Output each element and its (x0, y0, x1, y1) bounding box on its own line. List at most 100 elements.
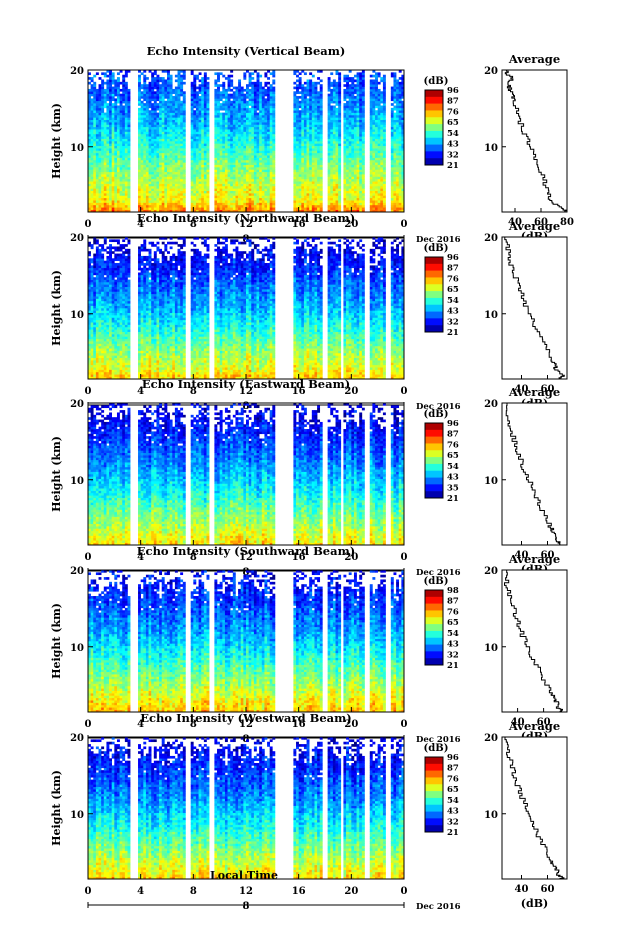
heatmap-cell (146, 207, 149, 210)
heatmap-cell (149, 115, 152, 118)
heatmap-cell (120, 101, 123, 104)
heatmap-cell (112, 115, 115, 118)
heatmap-cell (138, 186, 141, 189)
heatmap-cell (120, 143, 123, 146)
heatmap-cell (106, 205, 109, 208)
heatmap-cell (104, 143, 107, 146)
heatmap-cell (101, 84, 104, 87)
heatmap-cell (125, 75, 128, 78)
heatmap-cell (170, 148, 173, 151)
heatmap-cell (175, 195, 178, 198)
heatmap-cell (143, 134, 146, 137)
heatmap-cell (154, 188, 157, 191)
heatmap-cell (128, 91, 131, 94)
heatmap-cell (120, 174, 123, 177)
heatmap-cell (122, 162, 125, 165)
heatmap-cell (154, 177, 157, 180)
heatmap-cell (149, 188, 152, 191)
heatmap-cell (96, 184, 99, 187)
heatmap-cell (143, 150, 146, 153)
heatmap-cell (159, 110, 162, 113)
heatmap-cell (117, 108, 120, 111)
heatmap-cell (112, 113, 115, 116)
heatmap-cell (143, 113, 146, 116)
heatmap-cell (178, 162, 181, 165)
heatmap-cell (125, 181, 128, 184)
heatmap-cell (120, 110, 123, 113)
heatmap-cell (109, 198, 112, 201)
heatmap-cell (138, 158, 141, 161)
heatmap-cell (93, 160, 96, 163)
heatmap-cell (101, 134, 104, 137)
heatmap-cell (164, 115, 167, 118)
heatmap-cell (156, 188, 159, 191)
heatmap-cell (117, 200, 120, 203)
heatmap-cell (138, 139, 141, 142)
heatmap-cell (96, 167, 99, 170)
heatmap-cell (146, 188, 149, 191)
heatmap-cell (167, 136, 170, 139)
heatmap-cell (125, 205, 128, 208)
heatmap-cell (159, 136, 162, 139)
heatmap-cell (167, 79, 170, 82)
heatmap-cell (138, 77, 141, 80)
heatmap-cell (114, 115, 117, 118)
heatmap-cell (178, 172, 181, 175)
heatmap-cell (93, 132, 96, 135)
heatmap-cell (104, 203, 107, 206)
heatmap-cell (114, 174, 117, 177)
heatmap-cell (164, 150, 167, 153)
heatmap-cell (128, 101, 131, 104)
heatmap-cell (112, 110, 115, 113)
heatmap-cell (120, 150, 123, 153)
heatmap-cell (159, 91, 162, 94)
heatmap-cell (112, 91, 115, 94)
heatmap-cell (170, 75, 173, 78)
heatmap-cell (125, 177, 128, 180)
heatmap-cell (151, 117, 154, 120)
heatmap-cell (141, 158, 144, 161)
heatmap-cell (151, 94, 154, 97)
heatmap-cell (91, 150, 94, 153)
heatmap-cell (96, 132, 99, 135)
heatmap-cell (125, 103, 128, 106)
heatmap-cell (172, 129, 175, 132)
heatmap-cell (96, 94, 99, 97)
heatmap-cell (109, 82, 112, 85)
heatmap-cell (96, 72, 99, 75)
heatmap-cell (91, 91, 94, 94)
heatmap-cell (120, 129, 123, 132)
heatmap-cell (99, 146, 102, 149)
heatmap-cell (128, 106, 131, 109)
heatmap-cell (149, 174, 152, 177)
heatmap-cell (91, 205, 94, 208)
heatmap-cell (172, 153, 175, 156)
heatmap-cell (96, 134, 99, 137)
heatmap-cell (154, 160, 157, 163)
heatmap-cell (106, 103, 109, 106)
heatmap-cell (101, 169, 104, 172)
heatmap-cell (149, 148, 152, 151)
heatmap-cell (114, 98, 117, 101)
heatmap-cell (167, 203, 170, 206)
heatmap-cell (93, 87, 96, 90)
heatmap-cell (120, 207, 123, 210)
heatmap-cell (175, 207, 178, 210)
heatmap-cell (128, 174, 131, 177)
heatmap-cell (109, 158, 112, 161)
heatmap-cell (170, 94, 173, 97)
heatmap-cell (104, 193, 107, 196)
heatmap-cell (162, 165, 165, 168)
heatmap-cell (151, 207, 154, 210)
heatmap-cell (143, 132, 146, 135)
heatmap-cell (164, 172, 167, 175)
heatmap-cell (106, 110, 109, 113)
heatmap-cell (104, 198, 107, 201)
heatmap-cell (96, 91, 99, 94)
heatmap-cell (114, 181, 117, 184)
heatmap-cell (159, 84, 162, 87)
heatmap-cell (104, 181, 107, 184)
heatmap-cell (106, 89, 109, 92)
heatmap-cell (101, 89, 104, 92)
heatmap-cell (122, 82, 125, 85)
